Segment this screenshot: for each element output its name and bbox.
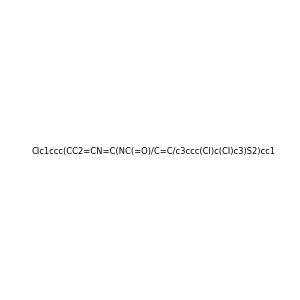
- Text: Clc1ccc(CC2=CN=C(NC(=O)/C=C/c3ccc(Cl)c(Cl)c3)S2)cc1: Clc1ccc(CC2=CN=C(NC(=O)/C=C/c3ccc(Cl)c(C…: [32, 147, 276, 156]
